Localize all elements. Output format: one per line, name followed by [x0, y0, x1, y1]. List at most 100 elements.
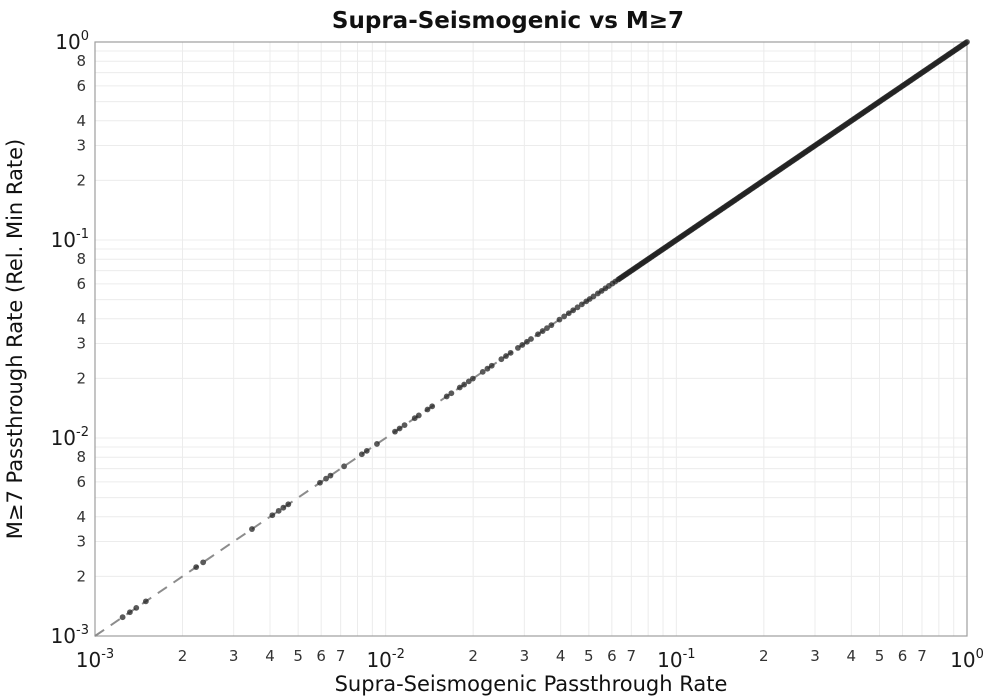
data-point	[561, 313, 568, 320]
data-point	[465, 378, 472, 385]
y-minor-tick-label: 4	[76, 310, 86, 328]
x-axis-title: Supra-Seismogenic Passthrough Rate	[335, 672, 728, 696]
grid-layer	[94, 41, 968, 637]
plot-border	[94, 41, 968, 637]
x-minor-tick-label: 6	[898, 647, 908, 665]
data-point	[578, 301, 585, 308]
x-minor-tick-label: 5	[293, 647, 303, 665]
data-point	[429, 403, 436, 410]
data-point	[469, 375, 476, 382]
data-point	[448, 390, 455, 397]
data-point	[590, 293, 597, 300]
data-point	[498, 356, 505, 363]
data-point	[424, 406, 431, 413]
y-major-tick-label: 10-1	[51, 227, 89, 252]
data-point	[275, 507, 282, 514]
x-minor-tick-label: 4	[265, 647, 275, 665]
data-point	[565, 310, 572, 317]
x-minor-tick-label: 7	[627, 647, 637, 665]
x-minor-tick-label: 3	[810, 647, 820, 665]
y-major-tick-label: 100	[55, 29, 89, 54]
data-point	[556, 316, 563, 323]
x-minor-tick-label: 5	[584, 647, 594, 665]
point-layer	[119, 39, 970, 621]
data-point	[524, 338, 530, 345]
x-minor-tick-label: 7	[917, 647, 927, 665]
data-point	[415, 412, 422, 419]
x-major-tick-label: 10-3	[76, 647, 114, 672]
y-minor-tick-label: 2	[76, 369, 86, 387]
data-point	[964, 39, 970, 45]
y-axis-title: M≥7 Passthrough Rate (Rel. Min Rate)	[3, 139, 27, 539]
x-minor-tick-label: 3	[229, 647, 239, 665]
y-minor-tick-label: 3	[76, 335, 86, 353]
y-minor-tick-label: 2	[76, 567, 86, 585]
y-minor-tick-label: 3	[76, 137, 86, 155]
x-minor-tick-label: 3	[520, 647, 530, 665]
y-minor-tick-label: 4	[76, 112, 86, 130]
data-point	[479, 368, 486, 375]
x-minor-tick-label: 7	[336, 647, 346, 665]
x-major-tick-label: 10-2	[366, 647, 404, 672]
data-point	[133, 604, 140, 611]
data-point	[484, 365, 491, 372]
y-major-tick-label: 10-3	[51, 623, 89, 648]
frame-layer	[94, 41, 968, 637]
data-point	[285, 501, 292, 508]
y-minor-tick-label: 4	[76, 508, 86, 526]
data-point	[358, 451, 365, 458]
y-minor-tick-label: 8	[76, 448, 86, 466]
data-point	[317, 479, 323, 486]
data-point	[488, 362, 495, 369]
x-minor-tick-label: 2	[468, 647, 478, 665]
data-point	[280, 504, 287, 511]
data-point	[119, 614, 126, 621]
y-minor-tick-label: 6	[76, 473, 86, 491]
data-point	[443, 393, 450, 400]
y-major-tick-label: 10-2	[51, 425, 89, 450]
data-point	[507, 349, 514, 356]
y-minor-tick-label: 2	[76, 171, 86, 189]
data-point	[126, 609, 133, 616]
data-point	[528, 336, 534, 342]
data-point	[539, 328, 546, 334]
x-minor-tick-label: 4	[556, 647, 566, 665]
x-major-tick-label: 10-1	[657, 647, 695, 672]
x-major-tick-label: 100	[950, 647, 984, 672]
data-point	[401, 422, 408, 429]
data-point	[570, 307, 577, 314]
data-point	[519, 342, 526, 348]
data-point	[544, 325, 550, 332]
x-minor-tick-label: 5	[875, 647, 885, 665]
x-minor-tick-label: 6	[316, 647, 326, 665]
data-point	[200, 559, 207, 566]
data-point	[396, 425, 403, 432]
data-point	[574, 304, 581, 311]
x-minor-tick-label: 6	[607, 647, 617, 665]
data-point	[269, 512, 276, 519]
data-point	[363, 447, 370, 454]
y-minor-tick-label: 6	[76, 275, 86, 293]
data-point	[193, 564, 200, 570]
data-point	[535, 331, 541, 338]
data-point	[327, 472, 334, 479]
data-point	[515, 345, 521, 351]
x-minor-tick-label: 2	[178, 647, 188, 665]
data-point	[142, 598, 149, 605]
y-minor-tick-label: 3	[76, 533, 86, 551]
chart-title: Supra-Seismogenic vs M≥7	[332, 8, 684, 34]
data-point	[374, 441, 380, 447]
y-minor-tick-label: 8	[76, 250, 86, 268]
data-point	[341, 463, 347, 470]
y-minor-tick-label: 6	[76, 77, 86, 95]
data-point	[392, 428, 398, 435]
y-minor-tick-label: 8	[76, 52, 86, 70]
data-point	[249, 526, 255, 532]
x-minor-tick-label: 4	[847, 647, 857, 665]
data-point	[503, 353, 509, 359]
data-point	[323, 475, 329, 482]
data-point	[461, 381, 468, 388]
